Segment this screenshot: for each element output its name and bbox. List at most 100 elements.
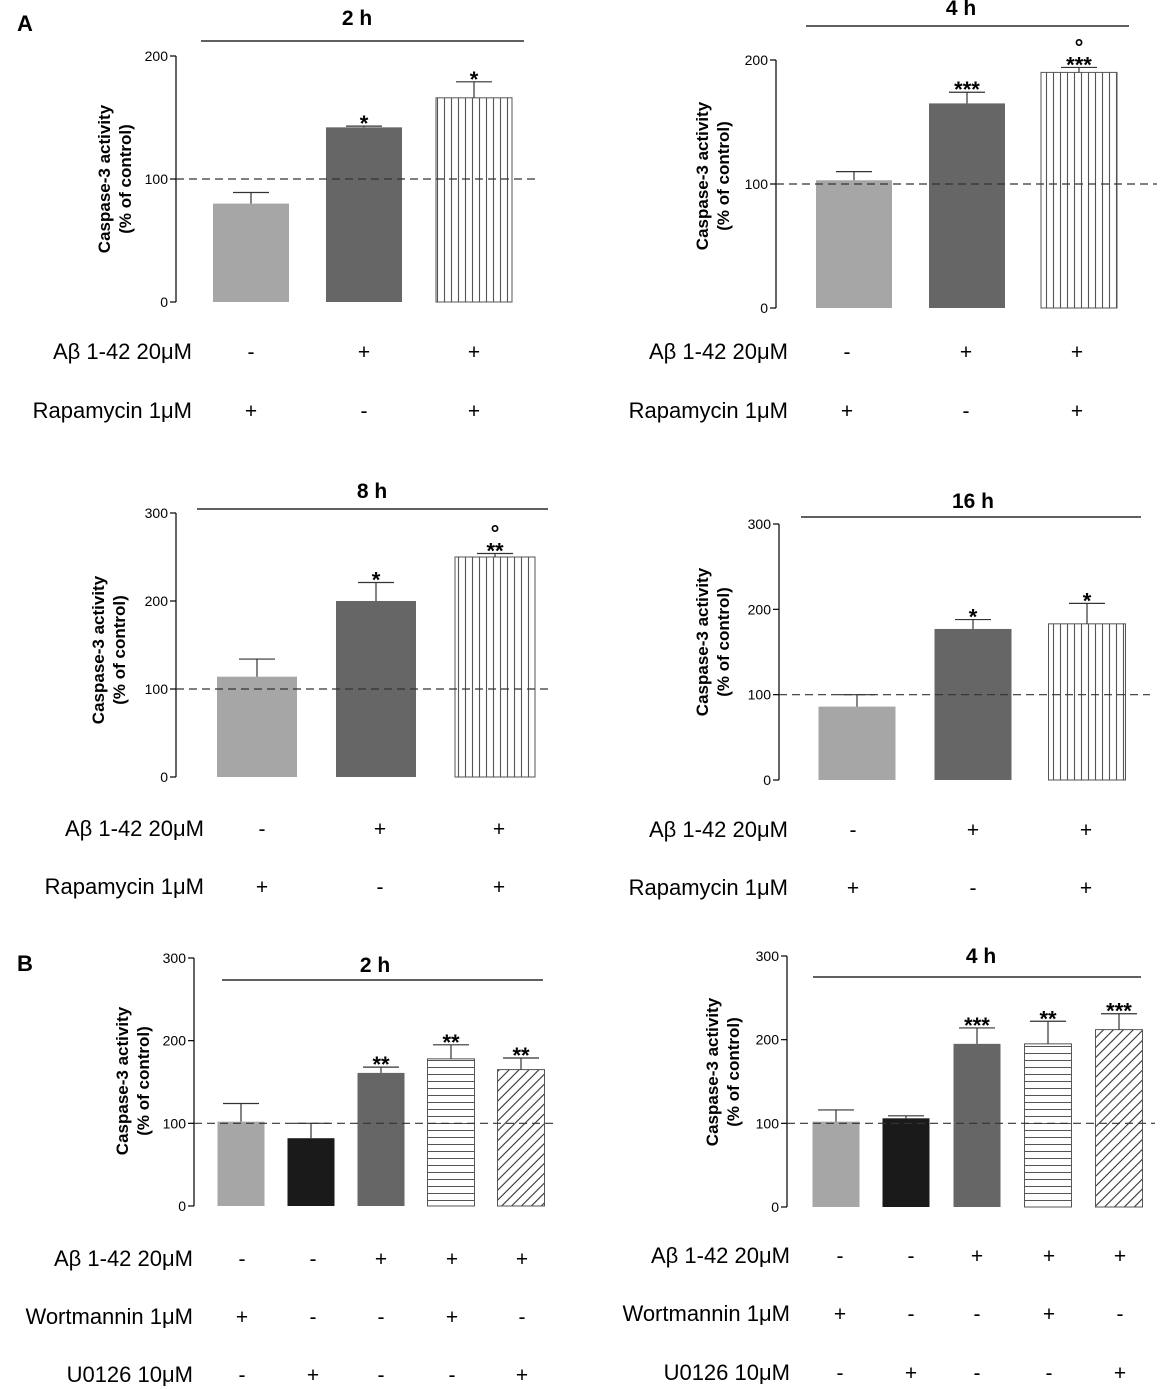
y-tick-label: 100: [745, 176, 769, 192]
treatment-label: Aβ 1-42 20μM: [649, 817, 788, 842]
chart-title: 16 h: [952, 490, 994, 513]
treatment-sign: +: [1080, 877, 1092, 900]
treatment-sign: -: [844, 341, 851, 364]
treatment-sign: -: [378, 1306, 385, 1329]
treatment-sign: -: [908, 1245, 915, 1268]
significance-label: *: [470, 67, 479, 92]
bar: [929, 103, 1005, 309]
treatment-sign: -: [963, 400, 970, 423]
y-axis-label: Caspase-3 activity (% of control): [693, 101, 733, 250]
y-axis-label-line: (% of control): [110, 595, 129, 705]
y-axis-label: Caspase-3 activity (% of control): [89, 575, 129, 724]
significance-label: *: [1083, 588, 1092, 613]
significance-label: **: [512, 1043, 530, 1068]
y-axis-label: Caspase-3 activity (% of control): [95, 104, 135, 253]
treatment-sign: +: [446, 1306, 458, 1329]
treatment-sign: -: [837, 1245, 844, 1268]
treatment-label: Aβ 1-42 20μM: [649, 339, 788, 364]
chart-a-8h: 8 h 0 100 200 300 Caspase-3 activity (% of con…: [45, 480, 548, 899]
treatment-sign: -: [361, 400, 368, 423]
panel-label-a: A: [17, 11, 33, 36]
treatment-sign: -: [974, 1362, 981, 1385]
chart-title: 2 h: [360, 954, 390, 977]
treatment-sign: +: [375, 1248, 387, 1271]
treatment-sign: +: [493, 818, 505, 841]
treatment-sign: -: [248, 341, 255, 364]
treatment-sign: -: [239, 1364, 246, 1387]
treatment-sign: +: [1071, 400, 1083, 423]
y-axis-label-line: (% of control): [134, 1026, 153, 1136]
treatment-sign: -: [310, 1306, 317, 1329]
y-tick-label: 0: [760, 300, 768, 316]
chart-title: 4 h: [946, 0, 976, 20]
treatment-sign: -: [378, 1364, 385, 1387]
treatment-sign: -: [259, 818, 266, 841]
treatment-sign: -: [908, 1303, 915, 1326]
treatment-sign: +: [516, 1364, 528, 1387]
bar: [427, 1058, 475, 1207]
treatment-sign: +: [493, 876, 505, 899]
y-tick-label: 200: [145, 593, 169, 609]
treatment-sign: -: [239, 1248, 246, 1271]
treatment-sign: +: [1043, 1303, 1055, 1326]
y-axis-label-line: (% of control): [724, 1017, 743, 1127]
treatment-sign: +: [236, 1306, 248, 1329]
y-tick-label: 200: [745, 52, 769, 68]
significance-label: **: [486, 538, 504, 563]
y-axis-label-line: (% of control): [714, 121, 733, 231]
bar: [1040, 71, 1118, 309]
bar: [934, 628, 1012, 780]
bar: [953, 1043, 1001, 1207]
y-tick-label: 300: [163, 950, 187, 966]
treatment-sign: +: [847, 877, 859, 900]
treatment-label: Rapamycin 1μM: [33, 398, 192, 423]
significance-label: **: [1039, 1006, 1057, 1031]
bar: [1024, 1043, 1072, 1208]
y-tick-label: 0: [178, 1198, 186, 1214]
bar: [454, 556, 536, 778]
treatment-sign: +: [1080, 819, 1092, 842]
bar: [497, 1069, 545, 1207]
treatment-sign: -: [1117, 1303, 1124, 1326]
treatment-sign: +: [1114, 1362, 1126, 1385]
bar: [217, 1121, 265, 1206]
bar: [816, 180, 892, 308]
y-tick-label: 0: [771, 1199, 779, 1215]
bar: [326, 127, 402, 302]
bar: [812, 1121, 860, 1207]
treatment-sign: -: [850, 819, 857, 842]
treatment-label: Rapamycin 1μM: [629, 398, 788, 423]
y-tick-label: 300: [748, 516, 772, 532]
y-tick-label: 100: [145, 171, 169, 187]
treatment-sign: +: [516, 1248, 528, 1271]
treatment-sign: -: [1046, 1362, 1053, 1385]
chart-title: 2 h: [342, 7, 372, 30]
y-tick-label: 100: [756, 1115, 780, 1131]
chart-a-16h: 16 h 0 100 200 300 Caspase-3 activity (% of co…: [629, 490, 1150, 900]
y-axis-label-line: (% of control): [714, 587, 733, 697]
bar: [1048, 623, 1126, 781]
treatment-label: Wortmannin 1μM: [622, 1301, 790, 1326]
treatment-sign: +: [841, 400, 853, 423]
bar: [818, 706, 896, 780]
chart-b-2h: 2 h 0 100 200 300 Caspase-3 activity (% of con…: [25, 950, 557, 1387]
treatment-label: Rapamycin 1μM: [45, 874, 204, 899]
treatment-sign: -: [970, 877, 977, 900]
significance-mark: °: [1075, 34, 1084, 59]
treatment-label: Wortmannin 1μM: [25, 1304, 193, 1329]
treatment-label: Aβ 1-42 20μM: [54, 1246, 193, 1271]
y-tick-label: 0: [160, 294, 168, 310]
chart-b-4h: 4 h 0 100 200 300 Caspase-3 activity (% of con…: [622, 945, 1155, 1385]
chart-a-2h: 2 h 0 100 200 Caspase-3 activity (% of contro…: [33, 7, 538, 423]
bar: [213, 203, 289, 302]
treatment-sign: -: [974, 1303, 981, 1326]
treatment-sign: +: [446, 1248, 458, 1271]
treatment-sign: -: [310, 1248, 317, 1271]
y-tick-label: 200: [756, 1032, 780, 1048]
treatment-sign: +: [967, 819, 979, 842]
significance-label: *: [372, 568, 381, 593]
bar: [287, 1138, 335, 1206]
treatment-label: Aβ 1-42 20μM: [65, 816, 204, 841]
y-axis-label-line: Caspase-3 activity: [703, 997, 722, 1146]
